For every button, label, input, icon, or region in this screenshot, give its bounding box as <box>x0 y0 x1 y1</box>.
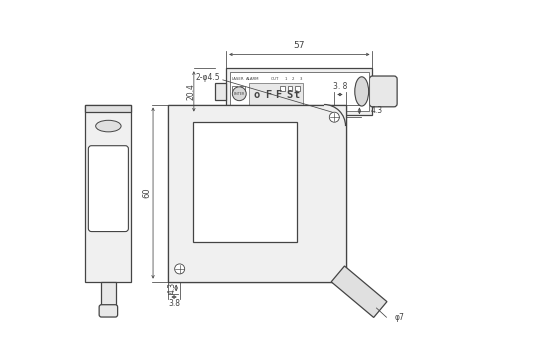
Text: 3: 3 <box>300 77 302 81</box>
Text: 2-φ4.5: 2-φ4.5 <box>195 73 220 82</box>
Text: 1: 1 <box>284 77 287 81</box>
Text: 2: 2 <box>292 77 294 81</box>
Bar <box>193 122 297 242</box>
Bar <box>232 86 237 91</box>
Text: 20.4: 20.4 <box>187 83 195 100</box>
Text: 3. 8: 3. 8 <box>333 82 347 91</box>
Text: 4.3: 4.3 <box>168 282 177 294</box>
Text: o: o <box>254 90 260 99</box>
Bar <box>226 68 373 115</box>
Text: ENTER: ENTER <box>234 92 245 96</box>
FancyBboxPatch shape <box>88 146 129 232</box>
FancyBboxPatch shape <box>99 305 117 317</box>
Polygon shape <box>168 104 346 282</box>
Bar <box>85 104 131 282</box>
Bar <box>230 72 369 111</box>
Text: F: F <box>276 90 282 99</box>
Text: LASER: LASER <box>232 77 244 81</box>
Text: 60: 60 <box>143 188 151 198</box>
Text: t: t <box>294 90 300 99</box>
Text: 4.3: 4.3 <box>370 106 382 115</box>
Bar <box>101 282 116 309</box>
Ellipse shape <box>95 120 121 132</box>
Bar <box>295 86 300 91</box>
Bar <box>215 83 226 100</box>
Polygon shape <box>331 266 387 317</box>
Bar <box>85 104 131 112</box>
Text: 3.8: 3.8 <box>168 300 180 308</box>
Circle shape <box>329 112 339 122</box>
Bar <box>249 83 303 106</box>
Text: 57: 57 <box>294 41 305 51</box>
Wedge shape <box>324 104 346 126</box>
Bar <box>288 86 293 91</box>
Bar <box>168 104 346 282</box>
Bar <box>240 86 244 91</box>
Text: OUT: OUT <box>271 77 279 81</box>
Text: F: F <box>265 90 271 99</box>
Text: ALARM: ALARM <box>247 77 260 81</box>
Circle shape <box>232 87 246 101</box>
Ellipse shape <box>355 77 369 106</box>
Bar <box>280 86 285 91</box>
FancyBboxPatch shape <box>369 76 397 107</box>
Text: φ7: φ7 <box>394 313 404 322</box>
Text: S: S <box>286 90 293 99</box>
Circle shape <box>175 264 185 274</box>
